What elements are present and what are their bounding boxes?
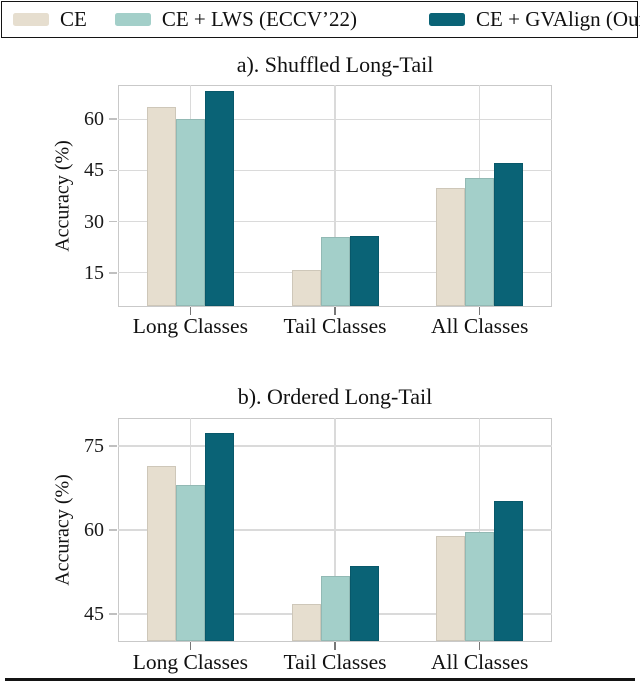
chart-b-title: b). Ordered Long-Tail	[237, 384, 433, 409]
bar-ce-gvalign-ours	[204, 432, 234, 641]
bar-ce	[146, 107, 176, 306]
bar-ce-gvalign-ours	[349, 235, 379, 306]
x-tick-mark	[189, 307, 192, 315]
x-tick-mark	[478, 307, 481, 315]
y-tick-label: 45	[84, 159, 104, 182]
ce-lws-swatch-icon	[114, 13, 151, 26]
x-tick-label: All Classes	[430, 650, 529, 674]
bar-ce-gvalign-ours	[494, 500, 524, 641]
ce-swatch-icon	[13, 13, 49, 26]
x-tick-label: Tail Classes	[283, 314, 387, 338]
bar-ce-gvalign-ours	[494, 162, 524, 306]
y-tick-mark	[109, 613, 117, 615]
bar-ce	[291, 270, 321, 306]
bar-ce-gvalign-ours	[204, 91, 234, 306]
legend-entry-ce-gvalign: CE + GVAlign (Ours)	[429, 9, 640, 30]
y-tick-mark	[109, 529, 117, 531]
bar-ce	[146, 466, 176, 641]
bar-ce-gvalign-ours	[349, 566, 379, 641]
bar-ce-lws-eccv-22	[320, 236, 350, 306]
bar-ce	[436, 188, 466, 306]
legend-entry-ce-lws: CE + LWS (ECCV’22)	[114, 7, 358, 31]
y-tick-label: 15	[84, 261, 104, 284]
y-tick-label: 75	[84, 435, 104, 457]
y-tick-label: 60	[84, 108, 104, 131]
y-tick-label: 60	[84, 519, 104, 541]
bar-ce-lws-eccv-22	[465, 177, 495, 306]
y-tick-label: 45	[84, 603, 104, 625]
bar-ce-lws-eccv-22	[465, 532, 495, 641]
y-tick-label: 30	[84, 210, 104, 233]
y-tick-mark	[109, 118, 117, 120]
x-tick-label: All Classes	[430, 314, 529, 338]
y-tick-mark	[109, 445, 117, 447]
x-tick-mark	[189, 642, 192, 650]
y-tick-mark	[109, 220, 117, 223]
bar-ce	[436, 536, 466, 641]
y-tick-mark	[109, 272, 117, 274]
legend-label-ce: CE	[60, 7, 87, 31]
bar-ce-lws-eccv-22	[175, 119, 205, 306]
gridline-v	[334, 85, 336, 307]
chart-a-title: a). Shuffled Long-Tail	[236, 52, 434, 77]
x-tick-label: Long Classes	[132, 314, 248, 338]
gridline-v	[334, 418, 336, 642]
gridline-v	[479, 418, 481, 642]
x-tick-mark	[478, 642, 481, 650]
bottom-rule	[5, 678, 635, 681]
bar-ce	[291, 604, 321, 641]
bar-ce-lws-eccv-22	[320, 576, 350, 641]
legend: CE CE + LWS (ECCV’22) CE + GVAlign (Ours…	[1, 1, 640, 38]
legend-label-ce-gvalign: CE + GVAlign (Ours)	[476, 7, 640, 31]
x-tick-mark	[334, 307, 336, 315]
x-tick-mark	[334, 642, 336, 650]
legend-entry-ce: CE	[13, 9, 87, 30]
y-tick-mark	[109, 169, 117, 172]
bar-ce-lws-eccv-22	[175, 484, 205, 641]
x-tick-label: Long Classes	[132, 650, 248, 674]
x-tick-label: Tail Classes	[283, 650, 387, 674]
ce-gvalign-swatch-icon	[429, 13, 466, 26]
legend-label-ce-lws: CE + LWS (ECCV’22)	[161, 7, 358, 31]
chart-a-y-axis-label: Accuracy (%)	[51, 140, 74, 252]
